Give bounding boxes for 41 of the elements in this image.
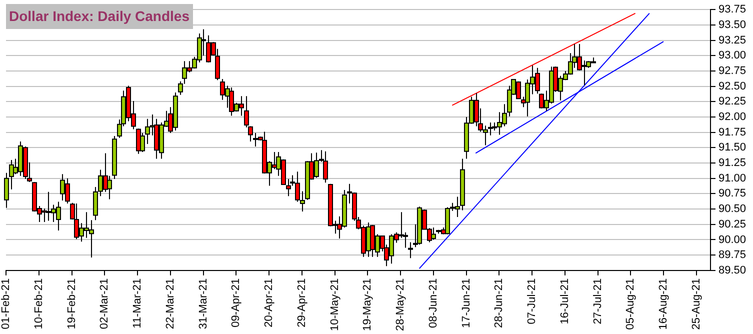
- x-tick-label: 19-May-21: [362, 278, 374, 331]
- y-tick-label: 91.25: [718, 157, 746, 170]
- x-tick-label: 01-Feb-21: [0, 278, 12, 330]
- y-tick-label: 91.50: [718, 142, 746, 154]
- x-tick-label: 17-Jun-21: [460, 278, 472, 328]
- y-tick-label: 93.25: [718, 34, 746, 46]
- y-tick-label: 91.75: [718, 126, 746, 138]
- y-tick-label: 90.75: [718, 188, 746, 200]
- y-tick-label: 91.00: [718, 172, 746, 184]
- chart-title: Dollar Index: Daily Candles: [6, 4, 192, 29]
- x-tick-label: 28-Jun-21: [493, 278, 506, 328]
- y-tick-label: 92.75: [718, 65, 746, 77]
- y-tick-label: 89.75: [718, 249, 746, 262]
- x-tick-label: 20-Apr-21: [263, 278, 276, 328]
- y-tick-label: 92.00: [718, 111, 746, 124]
- x-tick-label: 10-Feb-21: [32, 278, 45, 330]
- x-tick-label: 02-Mar-21: [98, 278, 111, 330]
- x-tick-label: 22-Mar-21: [164, 278, 176, 330]
- x-tick-label: 07-Jul-21: [526, 278, 538, 324]
- y-tick-label: 92.50: [718, 80, 746, 92]
- y-tick-label: 92.25: [718, 96, 746, 108]
- y-tick-label: 93.75: [718, 4, 746, 16]
- x-tick-label: 05-Aug-21: [624, 278, 637, 330]
- x-tick-label: 09-Apr-21: [230, 278, 242, 328]
- x-tick-label: 27-Jul-21: [592, 278, 604, 324]
- x-tick-label: 10-May-21: [328, 278, 341, 331]
- x-tick-label: 28-May-21: [394, 278, 407, 331]
- y-tick-label: 93.50: [718, 18, 746, 31]
- x-tick-label: 25-Aug-21: [690, 278, 702, 330]
- x-tick-label: 29-Apr-21: [296, 278, 308, 328]
- y-tick-label: 90.25: [718, 218, 746, 230]
- y-tick-label: 90.00: [718, 234, 746, 246]
- x-tick-label: 19-Feb-21: [66, 278, 78, 330]
- x-tick-label: 11-Mar-21: [132, 278, 144, 328]
- y-tick-label: 89.50: [718, 264, 746, 276]
- y-tick-label: 93.00: [718, 50, 746, 62]
- y-tick-label: 90.50: [718, 203, 746, 216]
- x-tick-label: 16-Aug-21: [658, 278, 670, 330]
- x-tick-label: 16-Jul-21: [558, 278, 571, 324]
- x-tick-label: 08-Jun-21: [427, 278, 440, 328]
- x-tick-label: 31-Mar-21: [197, 278, 210, 330]
